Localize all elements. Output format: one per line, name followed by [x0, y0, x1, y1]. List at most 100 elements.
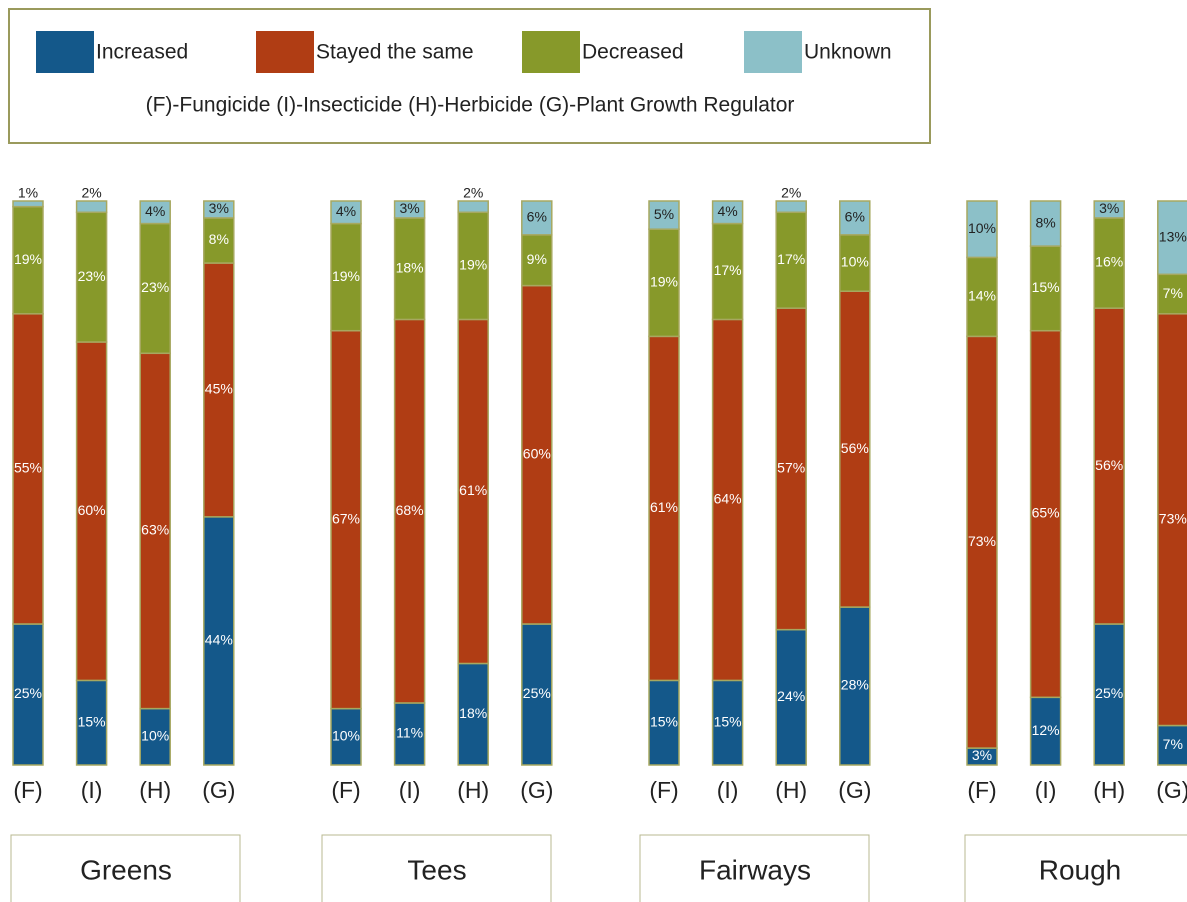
bar-segment — [139, 707, 171, 766]
data-label: 4% — [717, 203, 737, 219]
bar-segment — [839, 200, 871, 236]
bar-segment — [1157, 313, 1187, 727]
bar-segment — [521, 200, 553, 236]
group-box — [10, 834, 241, 902]
data-label: 17% — [777, 251, 805, 267]
bar-segment — [12, 200, 44, 208]
legend-label: Decreased — [582, 41, 684, 64]
data-label: 7% — [1163, 285, 1183, 301]
bar-segment — [1157, 200, 1187, 276]
x-tick-label: (H) — [457, 777, 489, 803]
bar-segment — [1029, 696, 1062, 766]
data-label: 61% — [650, 499, 678, 515]
data-label: 7% — [1163, 736, 1183, 752]
x-tick-label: (I) — [1035, 777, 1057, 803]
bar-segment — [139, 200, 171, 225]
legend-label: Unknown — [804, 41, 892, 64]
group-box — [964, 834, 1187, 902]
legend-label: Increased — [96, 41, 188, 64]
data-label: 6% — [527, 209, 547, 225]
data-label: 25% — [523, 685, 551, 701]
x-tick-label: (H) — [139, 777, 171, 803]
x-tick-label: (I) — [399, 777, 421, 803]
data-label: 12% — [1032, 722, 1060, 738]
data-label: 10% — [968, 220, 996, 236]
bar-segment — [1093, 307, 1125, 625]
bar-segment — [393, 200, 426, 219]
data-label: 24% — [777, 688, 805, 704]
bar-segment — [648, 200, 680, 230]
bar-segment — [139, 352, 171, 710]
data-label: 55% — [14, 460, 42, 476]
data-label: 60% — [523, 446, 551, 462]
bar-segment — [12, 623, 44, 766]
legend-box — [8, 8, 931, 144]
data-label: 15% — [714, 713, 742, 729]
bar-segment — [330, 329, 362, 710]
data-label: 63% — [141, 522, 169, 538]
group-box — [639, 834, 870, 902]
bar-segment — [139, 222, 171, 355]
bar-segment — [457, 200, 489, 214]
bar-segment — [457, 318, 489, 665]
data-label: 18% — [459, 705, 487, 721]
bar-segment — [12, 205, 44, 315]
bar-segment — [330, 200, 362, 225]
data-label: 19% — [459, 257, 487, 273]
bar-segment — [75, 341, 108, 682]
data-label: 3% — [209, 200, 229, 216]
data-label: 3% — [399, 200, 419, 216]
data-label: 10% — [841, 254, 869, 270]
x-tick-label: (F) — [331, 777, 360, 803]
data-label: 2% — [81, 185, 101, 201]
bar-segment — [839, 290, 871, 608]
bar-segment — [1029, 329, 1062, 699]
bar-segment — [330, 707, 362, 766]
data-label: 10% — [332, 728, 360, 744]
legend-label: Stayed the same — [316, 41, 474, 64]
data-label: 57% — [777, 460, 805, 476]
bar-segment — [966, 256, 998, 338]
bar-segment — [711, 679, 744, 766]
data-label: 2% — [463, 185, 483, 201]
x-tick-label: (F) — [649, 777, 678, 803]
x-tick-label: (H) — [1093, 777, 1125, 803]
data-label: 19% — [14, 251, 42, 267]
bar-segment — [203, 516, 235, 766]
bar-segment — [1093, 200, 1125, 219]
bar-segment — [648, 335, 680, 682]
bar-segment — [203, 262, 235, 518]
data-label: 19% — [650, 273, 678, 289]
group-label: Greens — [80, 854, 172, 885]
x-tick-label: (H) — [775, 777, 807, 803]
group-label: Fairways — [699, 854, 811, 885]
group-label: Tees — [407, 854, 466, 885]
data-label: 68% — [396, 502, 424, 518]
x-tick-label: (G) — [520, 777, 553, 803]
x-tick-label: (I) — [717, 777, 739, 803]
data-label: 56% — [1095, 457, 1123, 473]
legend-swatch — [256, 31, 314, 73]
x-tick-label: (I) — [81, 777, 103, 803]
legend-swatch — [522, 31, 580, 73]
data-label: 19% — [332, 268, 360, 284]
bar-segment — [12, 313, 44, 625]
data-label: 10% — [141, 728, 169, 744]
data-label: 17% — [714, 262, 742, 278]
bar-segment — [75, 211, 108, 343]
legend-swatch — [36, 31, 94, 73]
group-box — [321, 834, 552, 902]
x-tick-label: (F) — [967, 777, 996, 803]
data-label: 67% — [332, 510, 360, 526]
data-label: 23% — [78, 268, 106, 284]
data-label: 23% — [141, 279, 169, 295]
bar-segment — [1093, 217, 1125, 309]
bar-segment — [75, 200, 108, 214]
data-label: 64% — [714, 491, 742, 507]
x-tick-label: (G) — [1156, 777, 1187, 803]
data-label: 45% — [205, 381, 233, 397]
data-label: 3% — [1099, 200, 1119, 216]
data-label: 44% — [205, 632, 233, 648]
data-label: 73% — [1159, 510, 1187, 526]
